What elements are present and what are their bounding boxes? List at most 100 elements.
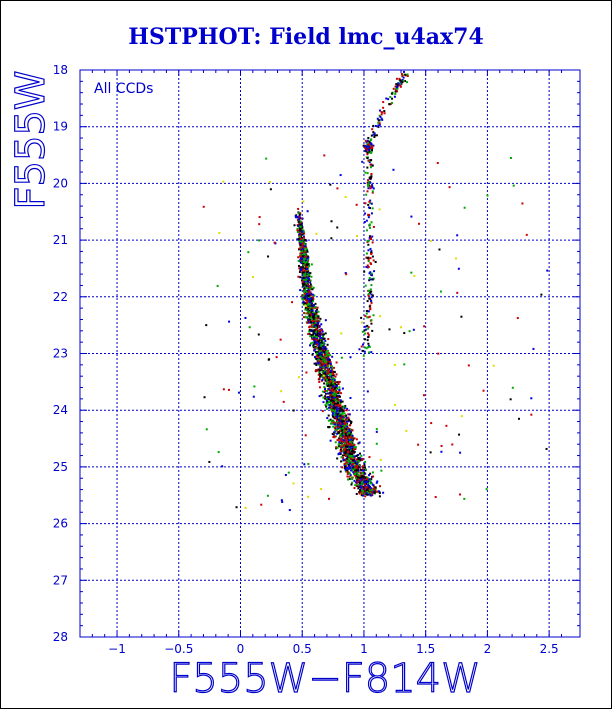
data-point bbox=[301, 298, 304, 301]
data-point bbox=[321, 349, 324, 352]
data-point bbox=[345, 443, 348, 446]
data-point bbox=[353, 487, 356, 490]
data-point bbox=[331, 401, 334, 404]
data-point bbox=[312, 330, 315, 333]
data-point bbox=[335, 400, 338, 403]
data-point bbox=[370, 478, 373, 481]
data-point bbox=[306, 303, 309, 306]
data-point bbox=[322, 396, 325, 399]
data-point bbox=[300, 266, 303, 269]
data-point bbox=[329, 401, 332, 404]
data-point bbox=[221, 465, 224, 468]
data-point bbox=[359, 491, 362, 494]
data-point bbox=[325, 405, 328, 408]
y-tick-label: 18 bbox=[53, 63, 68, 77]
data-point bbox=[310, 302, 313, 305]
data-point bbox=[298, 239, 301, 242]
data-point bbox=[297, 256, 300, 259]
data-point bbox=[307, 305, 310, 308]
data-point bbox=[310, 285, 313, 288]
data-point bbox=[321, 375, 324, 378]
data-point bbox=[329, 360, 332, 363]
data-point bbox=[312, 332, 315, 335]
data-point bbox=[317, 368, 320, 371]
data-point bbox=[309, 318, 312, 321]
data-point bbox=[339, 413, 342, 416]
data-point bbox=[343, 449, 346, 452]
data-point bbox=[346, 434, 349, 437]
data-point bbox=[333, 413, 336, 416]
data-point bbox=[205, 428, 208, 431]
data-point bbox=[342, 458, 345, 461]
data-point bbox=[369, 177, 372, 180]
data-point bbox=[318, 386, 321, 389]
data-point bbox=[371, 184, 374, 187]
data-point bbox=[365, 229, 368, 232]
data-point bbox=[310, 286, 313, 289]
data-point bbox=[367, 256, 370, 259]
data-point bbox=[331, 432, 334, 435]
data-point bbox=[302, 240, 305, 243]
data-point bbox=[325, 350, 328, 353]
data-point bbox=[315, 313, 318, 316]
data-point bbox=[317, 340, 320, 343]
data-point bbox=[309, 279, 312, 282]
data-point bbox=[339, 414, 342, 417]
data-point bbox=[308, 273, 311, 276]
data-point bbox=[367, 216, 370, 219]
data-point bbox=[350, 433, 353, 436]
data-point bbox=[317, 373, 320, 376]
data-point bbox=[305, 301, 308, 304]
data-point bbox=[327, 352, 330, 355]
data-point bbox=[357, 478, 360, 481]
data-point bbox=[324, 353, 327, 356]
data-point bbox=[370, 150, 373, 153]
data-point bbox=[309, 321, 312, 324]
data-point bbox=[351, 442, 354, 445]
data-point bbox=[367, 260, 370, 263]
data-point bbox=[299, 276, 302, 279]
data-point bbox=[311, 313, 314, 316]
data-point bbox=[375, 134, 378, 137]
data-point bbox=[394, 90, 397, 93]
data-point bbox=[334, 375, 337, 378]
data-point bbox=[368, 161, 371, 164]
data-point bbox=[367, 145, 370, 148]
data-point bbox=[436, 162, 439, 165]
data-point bbox=[327, 378, 330, 381]
data-point bbox=[208, 460, 211, 463]
data-point bbox=[353, 464, 356, 467]
data-point bbox=[306, 249, 309, 252]
data-point bbox=[335, 396, 338, 399]
data-point bbox=[355, 458, 358, 461]
data-point bbox=[314, 315, 317, 318]
data-point bbox=[341, 411, 344, 414]
data-point bbox=[371, 274, 374, 277]
data-point bbox=[362, 477, 365, 480]
data-point bbox=[332, 398, 335, 401]
data-point bbox=[368, 277, 371, 280]
data-point bbox=[314, 318, 317, 321]
data-point bbox=[370, 296, 373, 299]
data-point bbox=[368, 297, 371, 300]
data-point bbox=[328, 354, 331, 357]
data-point bbox=[365, 150, 368, 153]
data-point bbox=[326, 364, 329, 367]
data-point bbox=[375, 430, 378, 433]
data-point bbox=[532, 347, 535, 350]
data-point bbox=[315, 352, 318, 355]
data-point bbox=[405, 429, 408, 432]
x-tick-label: 1.5 bbox=[416, 642, 435, 656]
data-point bbox=[320, 358, 323, 361]
data-point bbox=[315, 334, 318, 337]
data-point bbox=[329, 418, 332, 421]
data-point bbox=[314, 362, 317, 365]
data-point bbox=[349, 420, 352, 423]
data-point bbox=[329, 393, 332, 396]
data-point bbox=[486, 194, 489, 197]
data-point bbox=[323, 377, 326, 380]
data-point bbox=[309, 287, 312, 290]
data-point bbox=[317, 362, 320, 365]
data-point bbox=[369, 307, 372, 310]
data-point bbox=[320, 339, 323, 342]
